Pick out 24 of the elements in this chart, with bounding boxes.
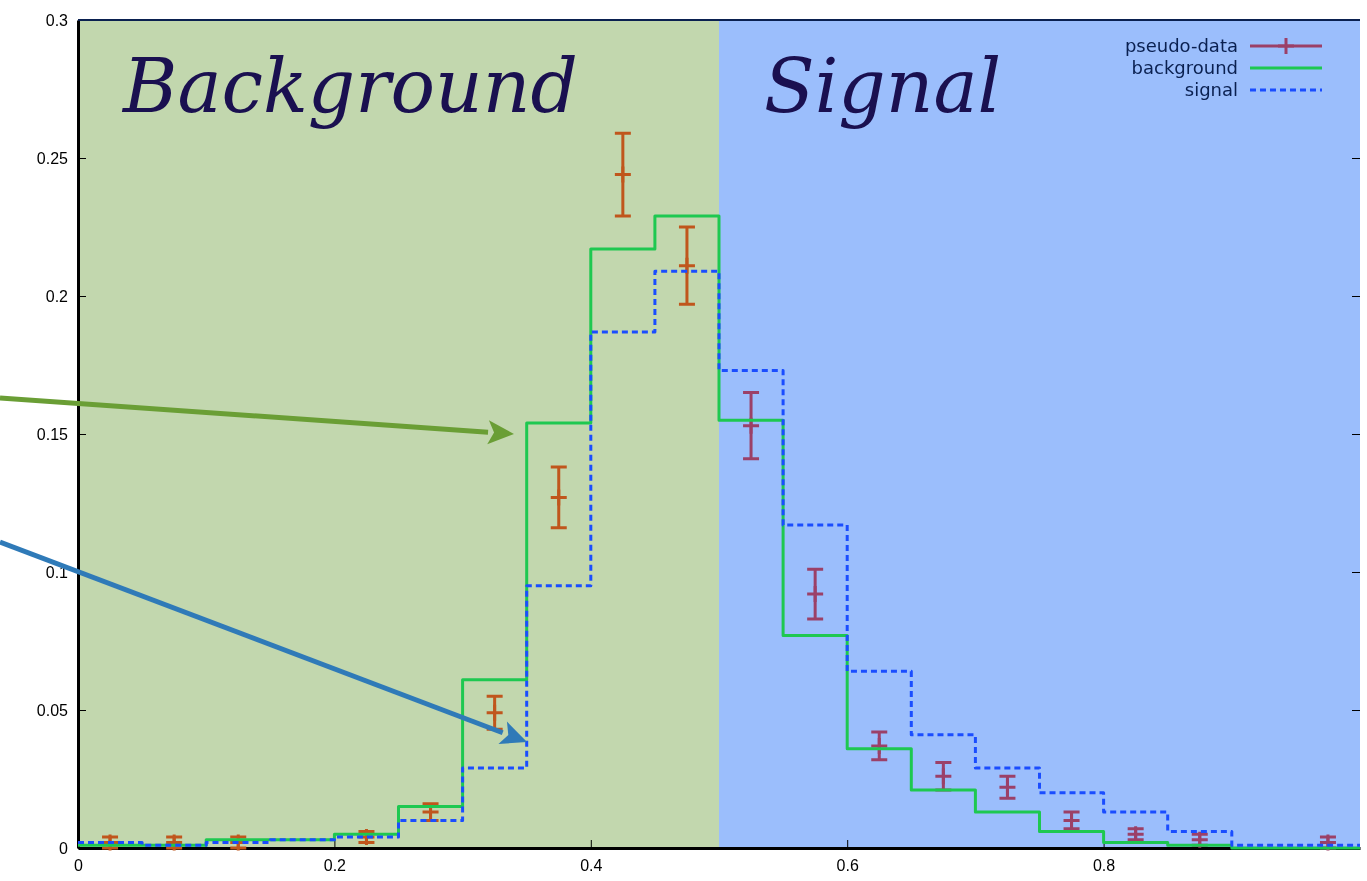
x-tick-label: 0.8 [1092, 857, 1116, 875]
y-tick-label: 0.05 [36, 701, 69, 719]
y-tick-label: 0.2 [45, 287, 69, 305]
point [613, 165, 633, 185]
legend-label: pseudo-data [1124, 35, 1238, 56]
y-tick-label: 0.1 [45, 563, 69, 581]
band-label: Background [121, 43, 578, 129]
point [485, 703, 505, 723]
point [933, 766, 953, 786]
x-tick-label: 0.4 [580, 857, 603, 875]
legend-label: background [1131, 57, 1238, 78]
point [805, 584, 825, 604]
y-tick-label: 0.3 [45, 11, 69, 29]
legend-label: signal [1184, 79, 1238, 100]
point [869, 736, 889, 756]
y-tick-label: 0 [59, 839, 69, 857]
y-tick-label: 0.15 [36, 425, 69, 443]
x-tick-label: 0.6 [836, 857, 859, 875]
point [549, 487, 569, 507]
point [677, 256, 697, 276]
y-tick-label: 0.25 [36, 149, 69, 167]
x-tick-label: 0 [74, 857, 84, 875]
x-tick-label: 0.2 [323, 857, 347, 875]
band-label: Signal [764, 43, 1002, 129]
